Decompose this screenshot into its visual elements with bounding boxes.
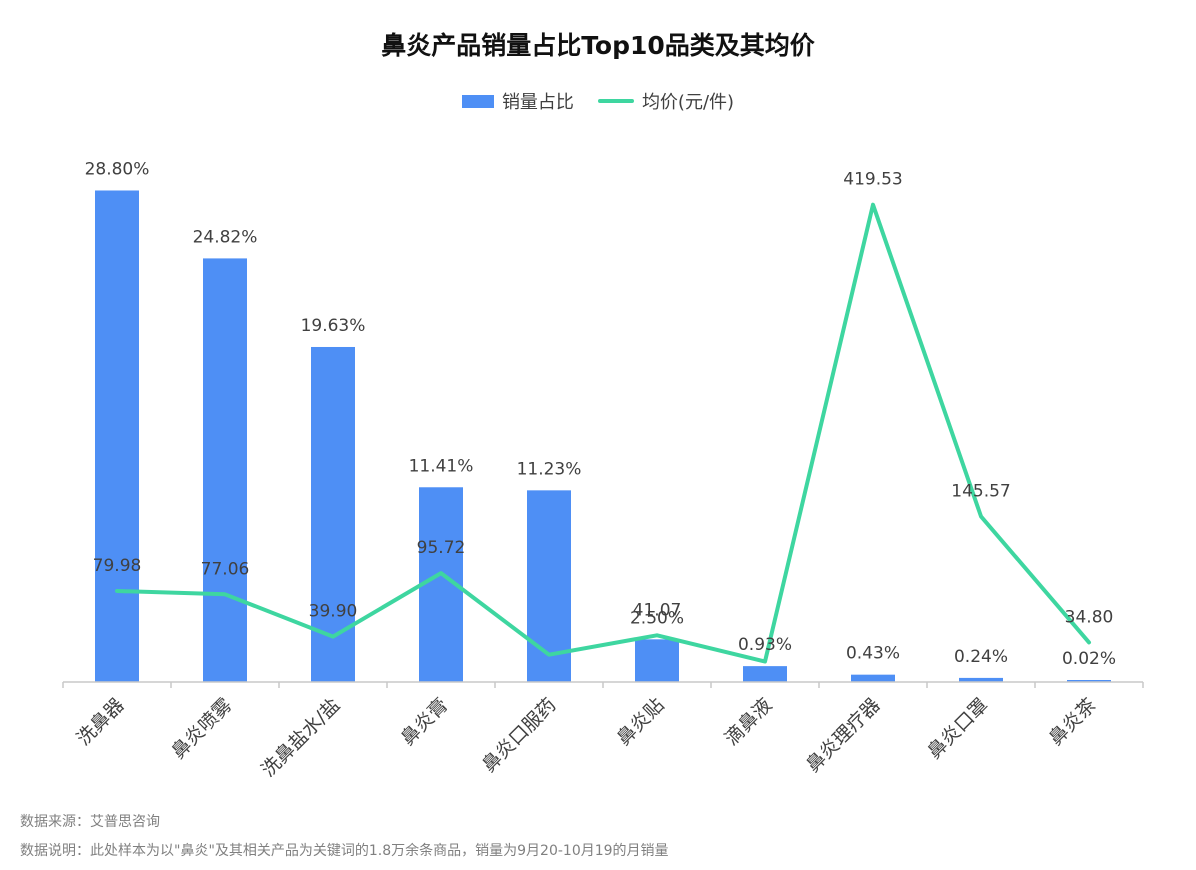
bar-1[interactable] xyxy=(203,258,247,682)
x-tick-label-8: 鼻炎口罩 xyxy=(923,694,992,763)
price-value-label-5: 41.07 xyxy=(633,600,682,620)
bar-5[interactable] xyxy=(635,639,679,682)
x-tick-label-9: 鼻炎茶 xyxy=(1045,694,1101,750)
x-tick-label-4: 鼻炎口服药 xyxy=(478,694,561,777)
bar-value-label-3: 11.41% xyxy=(409,456,474,476)
x-tick-label-1: 鼻炎喷雾 xyxy=(167,694,236,763)
bar-6[interactable] xyxy=(743,666,787,682)
bar-value-label-7: 0.43% xyxy=(846,644,900,664)
legend-line-swatch xyxy=(597,99,634,103)
bar-0[interactable] xyxy=(95,190,139,683)
legend: 销量占比 均价(元/件) xyxy=(0,88,1196,114)
bar-value-label-4: 11.23% xyxy=(517,459,582,479)
bar-value-label-9: 0.02% xyxy=(1062,649,1116,669)
price-value-label-2: 39.90 xyxy=(309,602,358,622)
x-tick-label-0: 洗鼻器 xyxy=(73,694,129,750)
x-tick-label-2: 洗鼻盐水/盐 xyxy=(257,694,344,781)
price-value-label-9: 34.80 xyxy=(1065,607,1114,627)
bar-9[interactable] xyxy=(1067,680,1111,682)
price-value-label-7: 419.53 xyxy=(843,170,902,190)
bar-value-label-2: 19.63% xyxy=(301,316,366,336)
x-tick-label-7: 鼻炎理疗器 xyxy=(802,694,885,777)
chart-title: 鼻炎产品销量占比Top10品类及其均价 xyxy=(381,31,815,60)
legend-bar-swatch xyxy=(461,94,494,108)
legend-label-share: 销量占比 xyxy=(501,92,574,113)
legend-item-price[interactable]: 均价(元/件) xyxy=(597,88,735,114)
price-line[interactable] xyxy=(115,202,1091,664)
x-tick-label-6: 滴鼻液 xyxy=(721,694,777,750)
price-value-label-8: 145.57 xyxy=(951,481,1010,501)
legend-item-share[interactable]: 销量占比 xyxy=(461,88,574,114)
footnote-source: 数据来源：艾普思咨询 xyxy=(20,814,160,830)
bar-value-label-1: 24.82% xyxy=(193,227,258,247)
bar-value-label-6: 0.93% xyxy=(738,635,792,655)
footnote-note: 数据说明：此处样本为以"鼻炎"及其相关产品为关键词的1.8万余条商品，销量为9月… xyxy=(20,843,669,859)
x-tick-label-5: 鼻炎贴 xyxy=(613,694,669,750)
bar-value-label-0: 28.80% xyxy=(85,159,150,179)
bar-7[interactable] xyxy=(851,674,895,682)
price-value-label-0: 79.98 xyxy=(93,556,142,576)
price-value-label-1: 77.06 xyxy=(201,559,250,579)
price-value-label-3: 95.72 xyxy=(417,538,466,558)
x-tick-label-3: 鼻炎膏 xyxy=(396,693,453,750)
bar-value-label-8: 0.24% xyxy=(954,647,1008,667)
legend-label-price: 均价(元/件) xyxy=(641,92,735,113)
bar-value-label-5: 2.50% xyxy=(630,608,684,628)
bar-8[interactable] xyxy=(959,677,1003,682)
